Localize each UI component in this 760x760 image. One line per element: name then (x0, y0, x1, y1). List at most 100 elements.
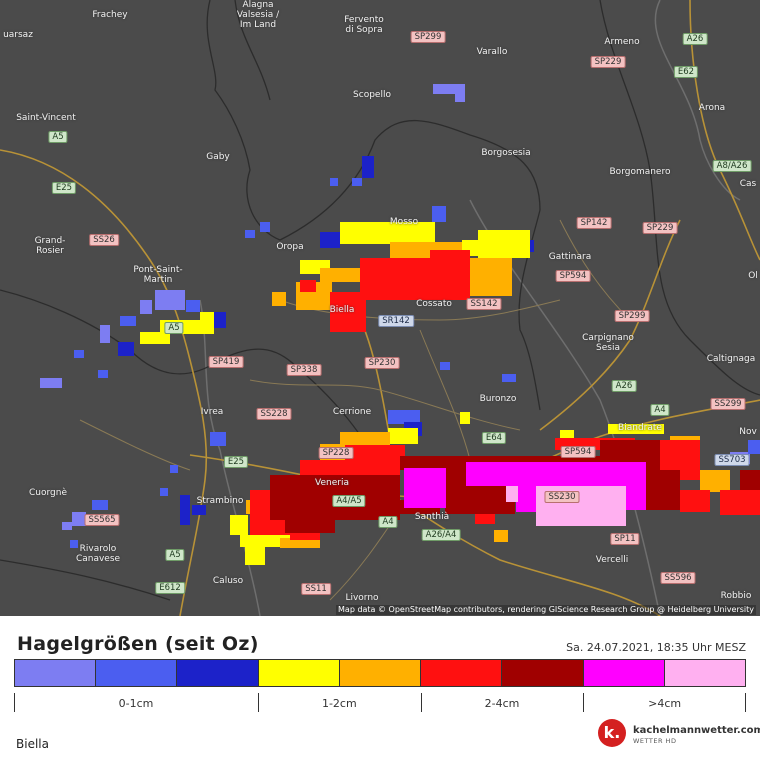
scale-range-label: 0-1cm (118, 697, 154, 710)
road-shield: SS228 (256, 408, 292, 420)
road-shield: SS565 (84, 514, 120, 526)
place-label: Grand- Rosier (34, 236, 66, 256)
road-shield: SS703 (714, 454, 750, 466)
place-label: Robbio (720, 591, 752, 601)
road-shield: SP594 (555, 270, 591, 282)
road-shield: A4 (650, 404, 670, 416)
place-label: Frachey (92, 10, 128, 20)
road-shield: SS299 (710, 398, 746, 410)
place-label: Gaby (206, 152, 230, 162)
scale-tick (583, 693, 585, 712)
place-label: Nov (739, 427, 757, 437)
place-label: Santhià (414, 512, 450, 522)
place-label: Alagna Valsesia / Im Land (236, 0, 280, 30)
scale-range-label: 2-4cm (484, 697, 520, 710)
place-label: Cerrione (332, 407, 372, 417)
hail-overlay (40, 84, 760, 565)
scale-swatch (177, 660, 259, 686)
place-label: Armeno (604, 37, 640, 47)
scale-swatch (502, 660, 584, 686)
place-label: Veneria (315, 478, 349, 488)
scale-swatch (15, 660, 97, 686)
place-label: Pont-Saint- Martin (133, 265, 183, 285)
place-label: Borgosesia (481, 148, 531, 158)
scale-swatch (258, 660, 340, 686)
road-shield: SS596 (660, 572, 696, 584)
place-label: Fervento di Sopra (344, 15, 384, 35)
road-shield: E25 (223, 456, 249, 468)
timestamp: Sa. 24.07.2021, 18:35 Uhr MESZ (566, 641, 746, 654)
road-shield: A26 (611, 380, 637, 392)
scale-tick (258, 693, 259, 712)
place-label: Varallo (476, 47, 508, 57)
road-shield: E25 (51, 182, 77, 194)
place-label: uarsaz (3, 30, 33, 40)
road-shield: A5 (164, 322, 184, 334)
location-label: Biella (16, 737, 49, 751)
brand-logo[interactable]: k. kachelmannwetter.com WETTER HD (598, 719, 760, 749)
road-shield: SR142 (378, 315, 414, 327)
road-shield: A4 (378, 516, 398, 528)
place-label: Biandrate (618, 423, 662, 433)
road-shield: SP11 (610, 533, 640, 545)
brand-name: kachelmannwetter.com (633, 725, 760, 736)
place-label: Livorno (345, 593, 379, 603)
brand-subtitle: WETTER HD (633, 737, 677, 745)
place-label: Biella (329, 305, 355, 315)
place-label: Borgomanero (609, 167, 671, 177)
road-shield: A5 (165, 549, 185, 561)
place-label: Mosso (389, 217, 419, 227)
scale-swatch (421, 660, 503, 686)
road-shield: SP229 (642, 222, 678, 234)
road-shield: SP299 (614, 310, 650, 322)
place-label: Caluso (212, 576, 244, 586)
place-label: Rivarolo Canavese (75, 544, 121, 564)
place-label: Arona (698, 103, 726, 113)
scale-range-label: >4cm (648, 697, 682, 710)
road-shield: A4/A5 (332, 495, 366, 507)
place-label: Scopello (353, 90, 391, 100)
legend-panel (0, 616, 760, 760)
place-label: Oropa (276, 242, 304, 252)
place-label: Ivrea (200, 407, 224, 417)
road-shield: SP229 (590, 56, 626, 68)
road-shield: E64 (481, 432, 507, 444)
hail-map[interactable] (0, 0, 760, 616)
scale-tick (745, 693, 746, 712)
road-shield: A5 (48, 131, 68, 143)
map-attribution: Map data © OpenStreetMap contributors, r… (336, 605, 756, 615)
place-label: Saint-Vincent (16, 113, 76, 123)
road-shield: E62 (673, 66, 699, 78)
road-shield: SP299 (410, 31, 446, 43)
place-label: Cossato (416, 299, 452, 309)
map-base (0, 0, 760, 616)
place-label: Strambino (196, 496, 244, 506)
road-shield: A8/A26 (712, 160, 752, 172)
legend-title: Hagelgrößen (seit Oz) (17, 633, 259, 655)
place-label: Caltignaga (706, 354, 756, 364)
road-shield: SP419 (208, 356, 244, 368)
scale-tick (420, 693, 422, 712)
place-label: Ol (748, 271, 758, 281)
place-label: Cuorgnè (29, 488, 67, 498)
road-shield: SP338 (286, 364, 322, 376)
color-scale (14, 659, 746, 687)
scale-swatch (664, 660, 745, 686)
place-label: Gattinara (548, 252, 592, 262)
road-shield: SP228 (318, 447, 354, 459)
place-label: Buronzo (479, 394, 517, 404)
brand-icon: k. (598, 719, 626, 747)
scale-swatch (96, 660, 178, 686)
scale-swatch (339, 660, 422, 686)
road-shield: SS142 (466, 298, 502, 310)
place-label: Cas (739, 179, 757, 189)
road-shield: SP230 (364, 357, 400, 369)
road-shield: E612 (155, 582, 185, 594)
road-shield: SS11 (301, 583, 331, 595)
road-shield: A26/A4 (421, 529, 461, 541)
road-shield: SS230 (544, 491, 580, 503)
scale-swatch (583, 660, 665, 686)
place-label: Vercelli (595, 555, 629, 565)
road-shield: SP142 (576, 217, 612, 229)
scale-tick (14, 693, 15, 712)
